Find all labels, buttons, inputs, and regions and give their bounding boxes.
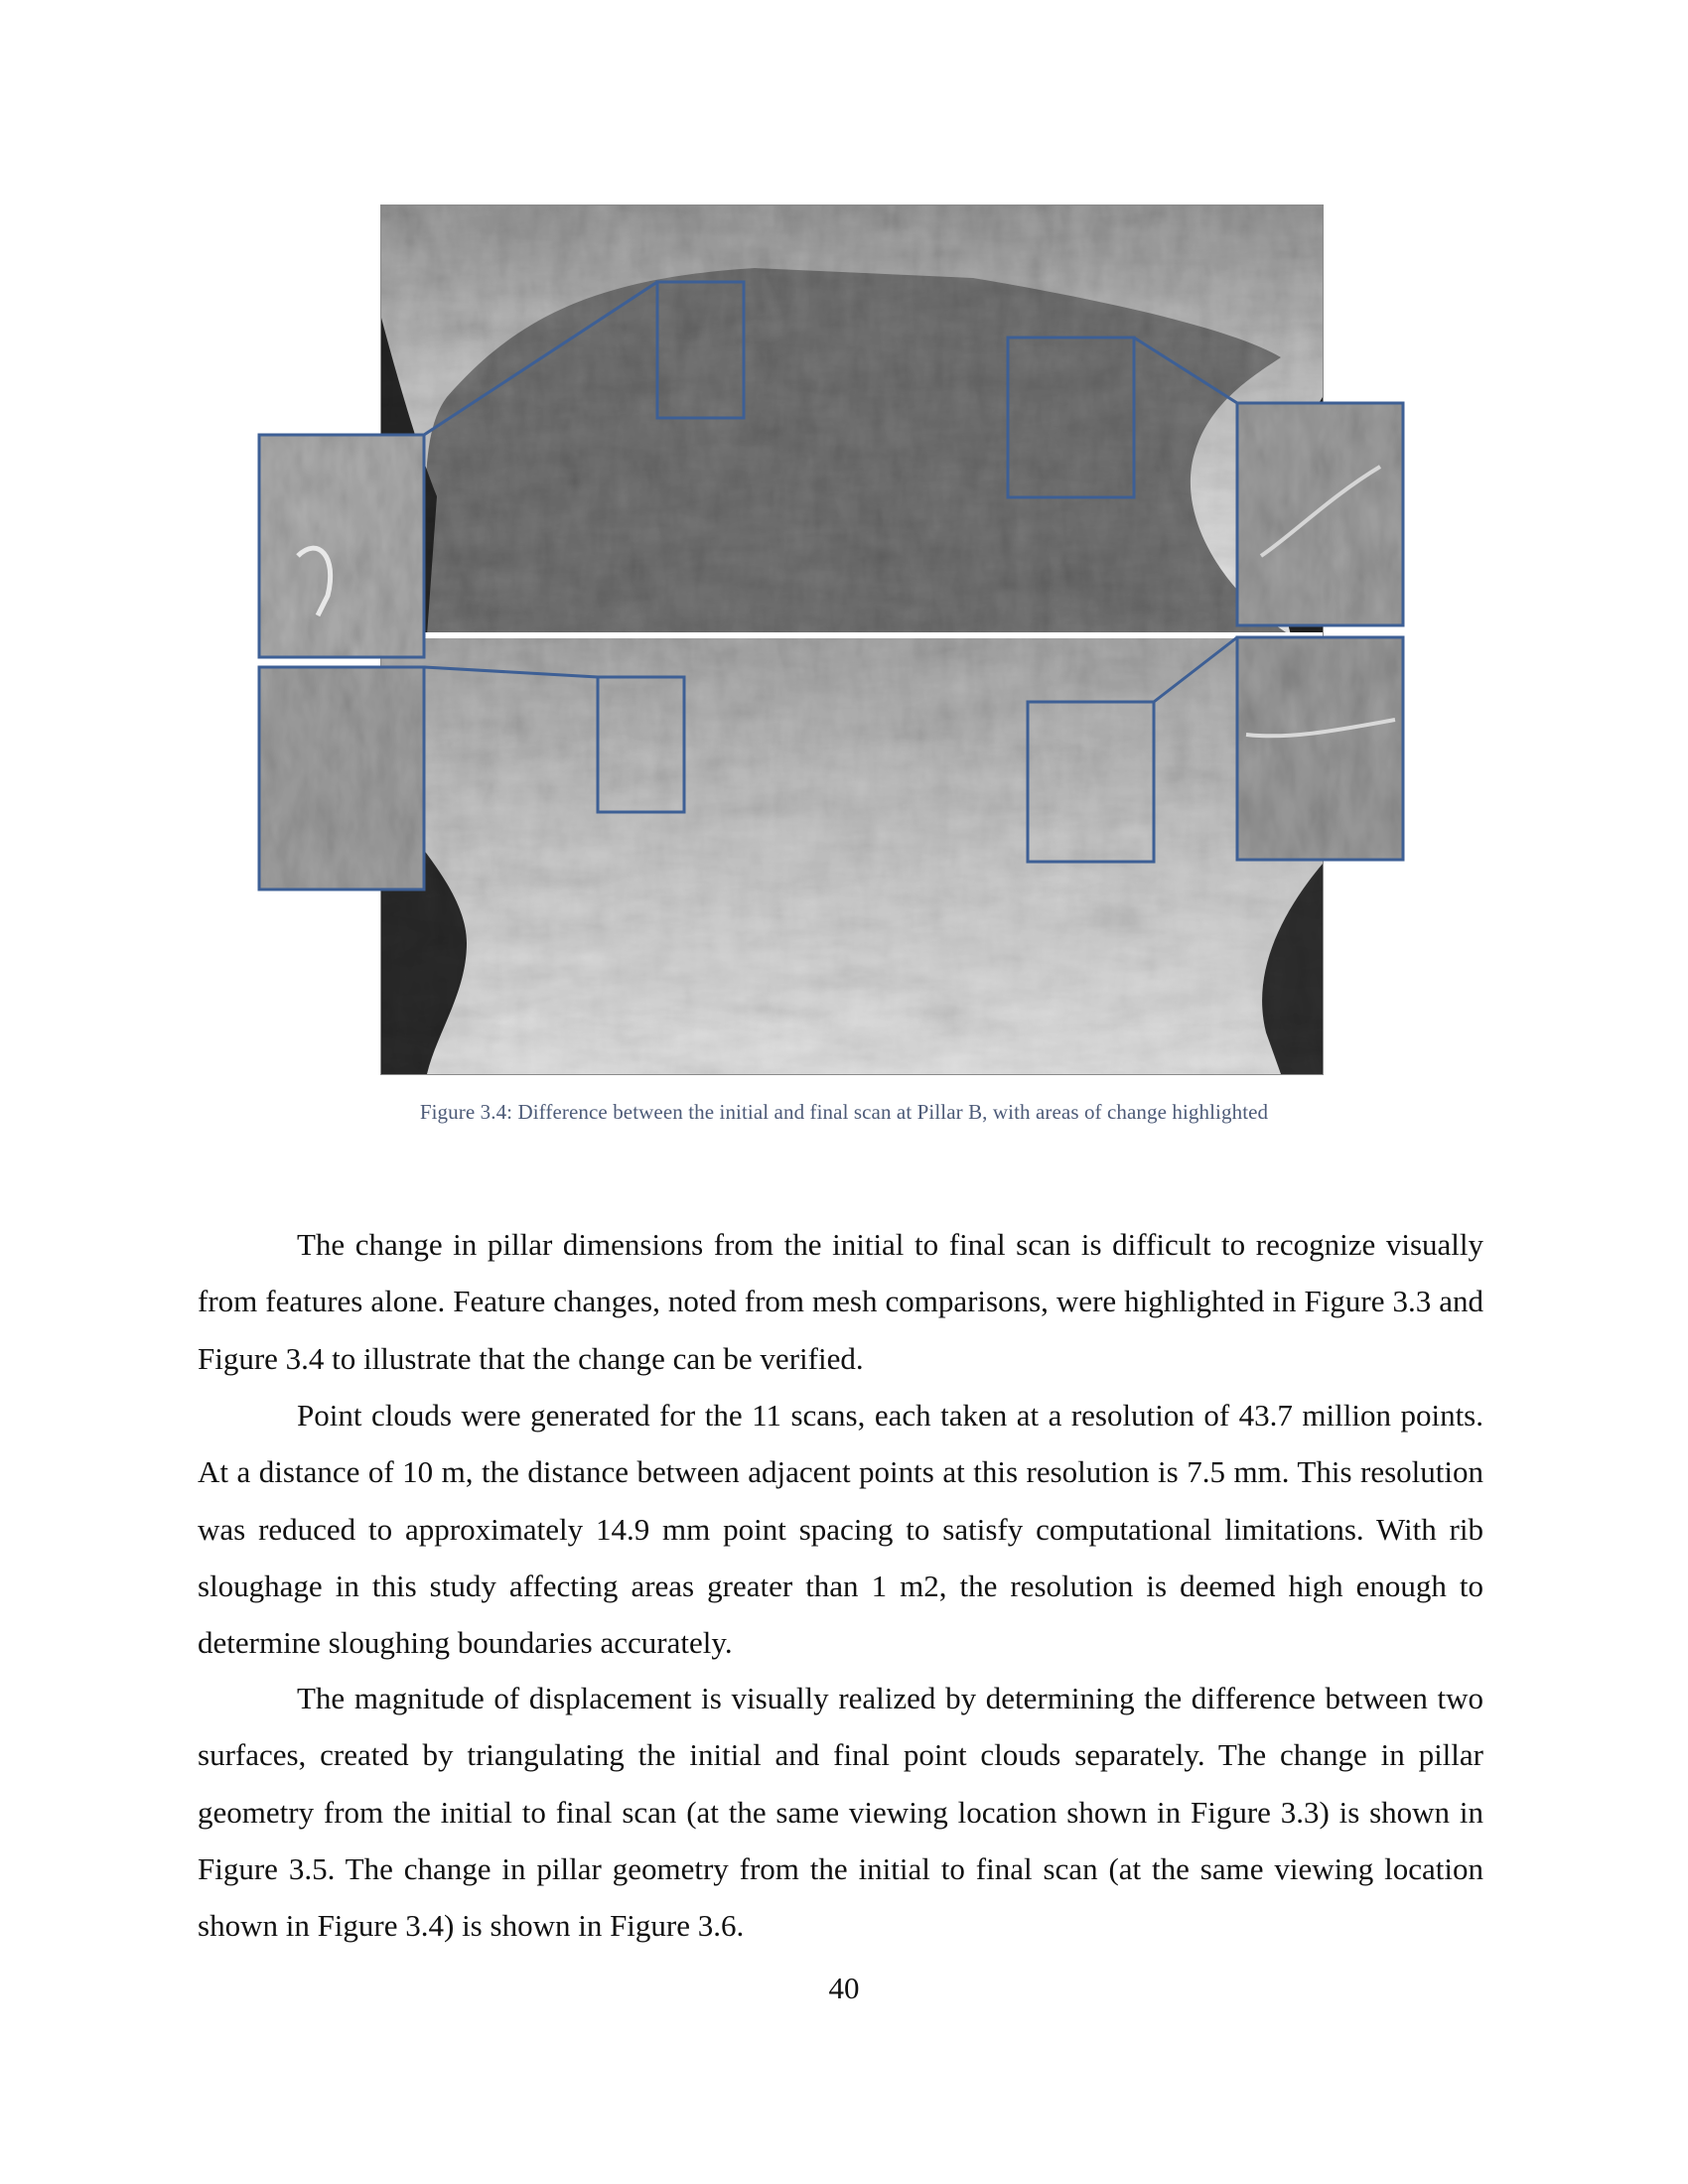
zoom-inset-bottom-left (257, 665, 426, 891)
highlight-box-bottom-left (596, 675, 686, 814)
body-paragraph-1: The change in pillar dimensions from the… (198, 1227, 1483, 1376)
final-scan-highlights (423, 635, 1238, 864)
zoom-inset-top-left (257, 433, 426, 659)
final-scan-image (381, 638, 1323, 1074)
zoom-inset-top-right (1235, 401, 1405, 627)
page-number: 40 (828, 1971, 860, 2005)
highlight-box-top-right (1006, 336, 1136, 499)
initial-scan-image (381, 205, 1323, 632)
pillar-scan-figure (257, 205, 1405, 1075)
highlight-box-bottom-right (1026, 700, 1156, 864)
figure-caption: Figure 3.4: Difference between the initi… (419, 1100, 1269, 1124)
initial-scan-highlights (423, 280, 1238, 499)
zoom-inset-bottom-right (1235, 635, 1405, 862)
body-paragraph-3: The magnitude of displacement is visuall… (198, 1681, 1483, 1944)
highlight-box-top-left (655, 280, 746, 420)
body-paragraph-2: Point clouds were generated for the 11 s… (198, 1398, 1483, 1661)
